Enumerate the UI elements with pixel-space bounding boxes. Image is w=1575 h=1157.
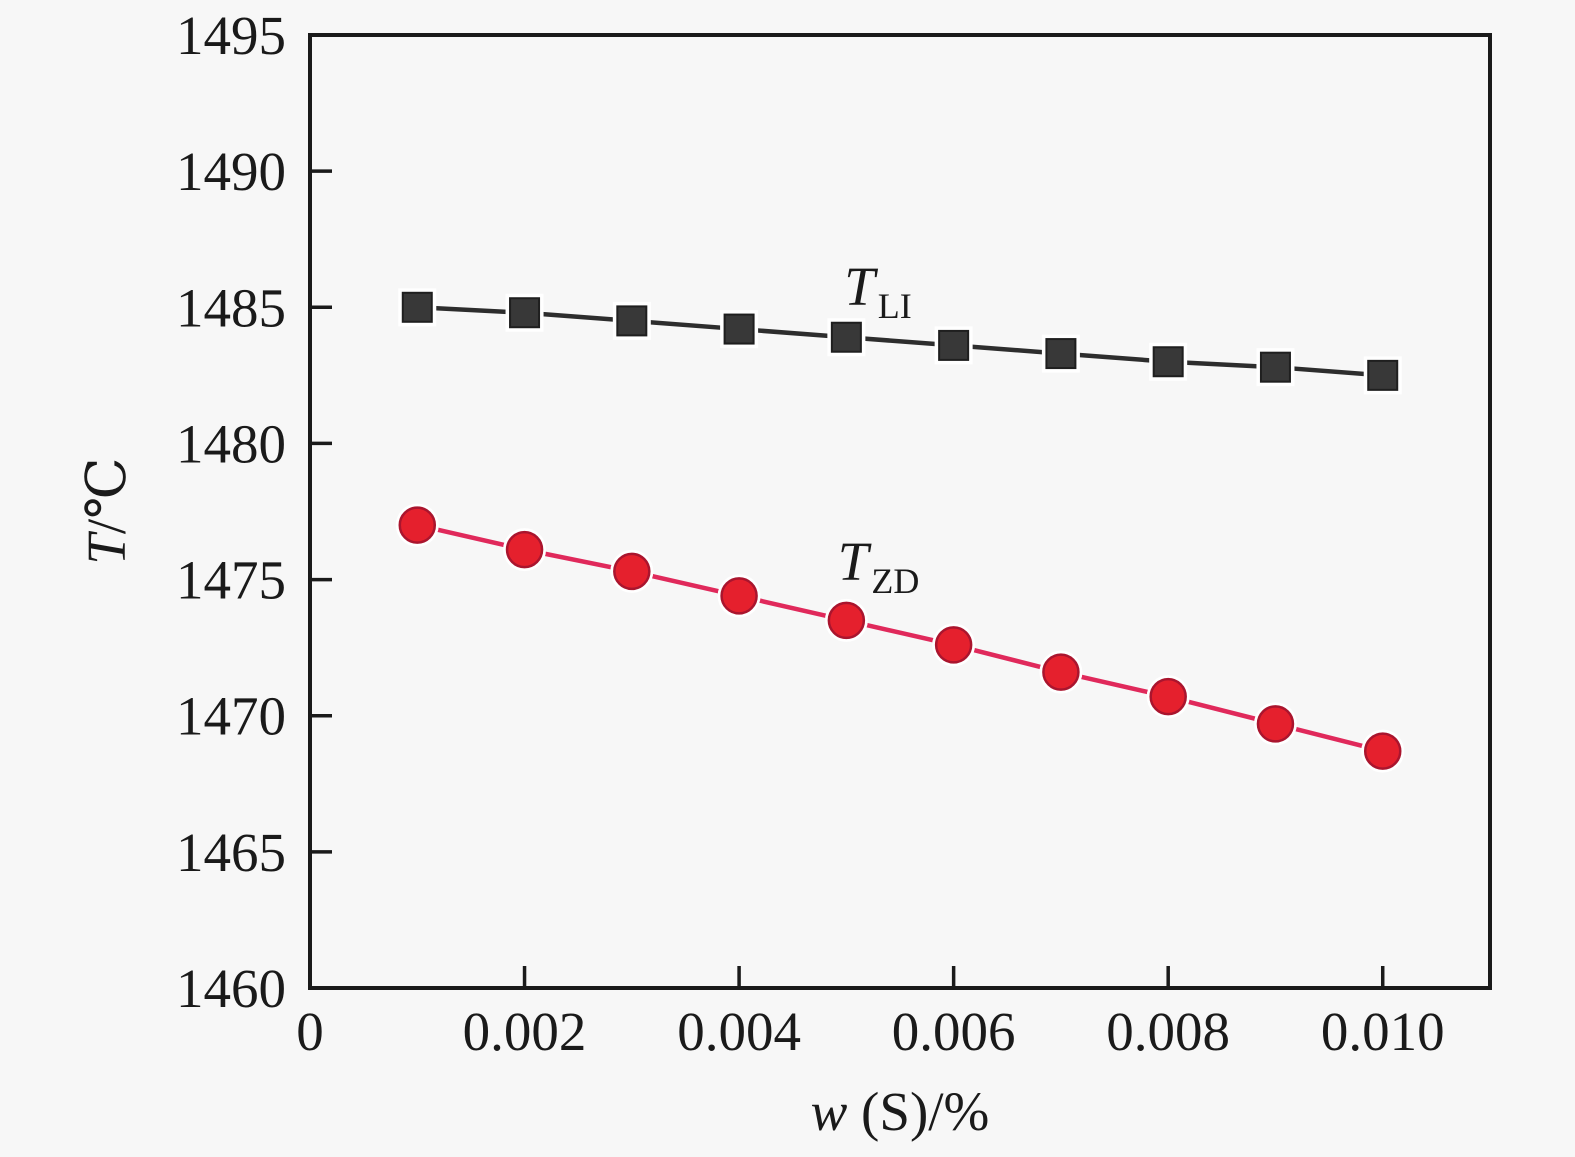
series-TZD-line [416, 522, 1384, 754]
y-tick-label: 1470 [176, 686, 286, 747]
series-TZD-marker [720, 577, 758, 615]
series-TLI-marker [830, 321, 862, 353]
series-TLI-marker [1045, 338, 1077, 370]
y-tick-label: 1480 [176, 413, 286, 474]
y-tick-label: 1460 [176, 958, 286, 1019]
series-TZD-marker [505, 530, 544, 569]
series-TLI-marker [938, 329, 970, 361]
series-TLI-marker [1152, 346, 1184, 378]
x-axis-title-units: (S)/% [847, 1081, 990, 1142]
y-axis-title-units: /℃ [76, 457, 137, 535]
y-tick-label: 1475 [176, 550, 286, 611]
y-tick-label: 1485 [176, 277, 286, 338]
y-tick-label: 1465 [176, 822, 286, 883]
series-TZD-marker [613, 552, 651, 591]
series-TLI-marker [509, 297, 541, 329]
series-TZD-marker [934, 626, 973, 664]
series-TZD-marker [1149, 677, 1187, 716]
series-TLI-line [417, 305, 1383, 378]
x-tick-label: 0.010 [1321, 1001, 1445, 1062]
x-tick-label: 0.008 [1106, 1001, 1230, 1062]
series-TLI-marker [401, 291, 433, 323]
series-TZD-marker [1256, 705, 1295, 743]
y-axis-title: T/℃ [74, 457, 138, 564]
y-tick-label: 1490 [176, 141, 286, 202]
series-TZD-marker [1042, 653, 1080, 691]
series-TLI-marker [723, 313, 755, 345]
series-TZD-marker [1363, 732, 1402, 770]
series-TLI-marker [1259, 351, 1291, 383]
series-TZD-marker [398, 506, 437, 544]
x-tick-label: 0.006 [892, 1001, 1016, 1062]
series-TZD-marker [827, 601, 866, 640]
plot-area [308, 33, 1492, 990]
series-TLI-marker [616, 305, 648, 337]
y-axis-title-variable: T [76, 534, 137, 565]
series-label-TZD: TZD [838, 534, 920, 599]
series-label-TLI-symbol: T [844, 256, 875, 318]
series-label-TLI: TLI [844, 259, 912, 324]
series-label-TLI-subscript: LI [877, 286, 912, 327]
x-axis-title: w (S)/% [310, 1080, 1490, 1143]
x-axis-title-variable: w [810, 1081, 848, 1142]
x-tick-label: 0.002 [463, 1001, 587, 1062]
x-tick-label: 0.004 [677, 1001, 801, 1062]
series-label-TZD-subscript: ZD [871, 561, 920, 602]
y-tick-label: 1495 [176, 5, 286, 66]
series-label-TZD-symbol: T [837, 531, 869, 593]
series-TLI-marker [1367, 359, 1399, 391]
x-tick-label: 0 [296, 1001, 324, 1062]
